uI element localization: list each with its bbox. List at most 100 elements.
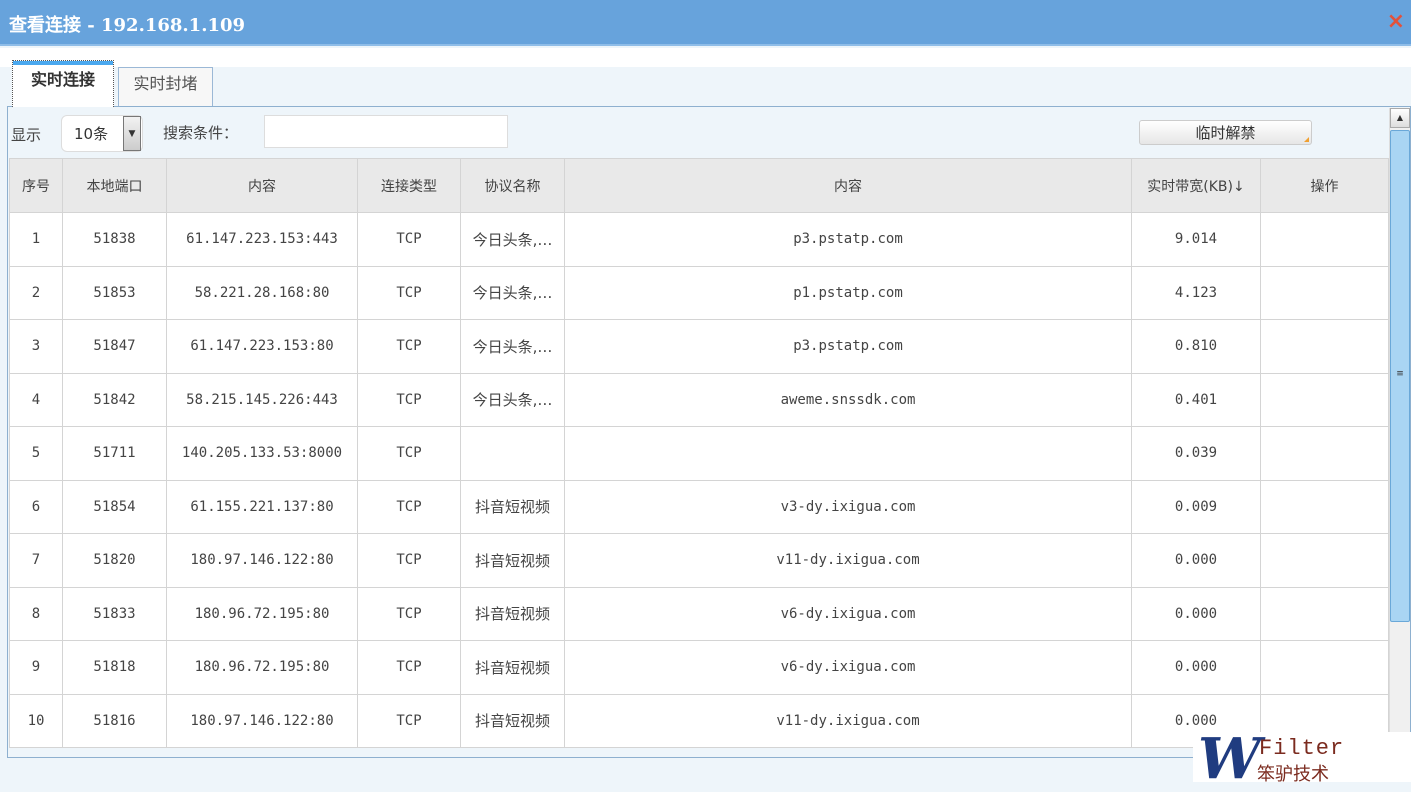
table-cell bbox=[1260, 426, 1389, 481]
table-cell: 61.155.221.137:80 bbox=[166, 479, 358, 534]
table-cell: TCP bbox=[357, 533, 461, 588]
table-cell: 4.123 bbox=[1131, 265, 1261, 320]
table-cell bbox=[1260, 265, 1389, 320]
table-row[interactable]: 3 51847 61.147.223.153:80 TCP 今日头条,… p3.pstat… bbox=[9, 319, 1389, 374]
tab-label: 实时连接 bbox=[30, 70, 95, 89]
temporary-unblock-button[interactable]: 临时解禁 bbox=[1139, 120, 1312, 145]
table-cell: v6-dy.ixigua.com bbox=[564, 586, 1132, 641]
table-cell: 0.000 bbox=[1131, 586, 1261, 641]
table-cell: 10 bbox=[9, 693, 63, 748]
table-row[interactable]: 1 51838 61.147.223.153:443 TCP 今日头条,… p3.psta… bbox=[9, 212, 1389, 267]
table-cell: 今日头条,… bbox=[460, 372, 565, 427]
table-cell: 2 bbox=[9, 265, 63, 320]
table-cell: 今日头条,… bbox=[460, 265, 565, 320]
table-row[interactable]: 4 51842 58.215.145.226:443 TCP 今日头条,… aweme.s… bbox=[9, 372, 1389, 427]
table-cell: 51833 bbox=[62, 586, 167, 641]
table-cell: 0.810 bbox=[1131, 319, 1261, 374]
table-cell: p1.pstatp.com bbox=[564, 265, 1132, 320]
table-cell: p3.pstatp.com bbox=[564, 212, 1132, 267]
table-cell: 180.96.72.195:80 bbox=[166, 586, 358, 641]
table-cell: TCP bbox=[357, 265, 461, 320]
table-cell: 抖音短视频 bbox=[460, 479, 565, 534]
column-header: 操作 bbox=[1260, 158, 1389, 213]
table-cell bbox=[460, 426, 565, 481]
connections-table: 序号 本地端口 内容 连接类型 协议名称 内容 实时带宽(KB)↓ 操作 1 51838 61.1… bbox=[9, 158, 1389, 748]
table-cell: 51818 bbox=[62, 640, 167, 695]
table-cell: TCP bbox=[357, 372, 461, 427]
table-cell: TCP bbox=[357, 640, 461, 695]
column-header: 内容 bbox=[564, 158, 1132, 213]
chevron-down-icon[interactable]: ▼ bbox=[123, 116, 141, 151]
page-size-value: 10条 bbox=[74, 125, 109, 143]
table-cell: 4 bbox=[9, 372, 63, 427]
column-header: 协议名称 bbox=[460, 158, 565, 213]
table-cell: 9.014 bbox=[1131, 212, 1261, 267]
table-cell bbox=[1260, 640, 1389, 695]
table-row[interactable]: 6 51854 61.155.221.137:80 TCP 抖音短视频 v3-dy.ixi… bbox=[9, 479, 1389, 534]
table-cell: 51854 bbox=[62, 479, 167, 534]
page-size-select[interactable]: 10条 ▼ bbox=[61, 115, 143, 152]
logo-brand: Filter bbox=[1259, 736, 1345, 761]
column-header: 内容 bbox=[166, 158, 358, 213]
table-cell: 180.96.72.195:80 bbox=[166, 640, 358, 695]
table-cell: 6 bbox=[9, 479, 63, 534]
table-cell: 7 bbox=[9, 533, 63, 588]
table-row[interactable]: 8 51833 180.96.72.195:80 TCP 抖音短视频 v6-dy.ixig… bbox=[9, 586, 1389, 641]
column-header: 序号 bbox=[9, 158, 63, 213]
table-cell: 51842 bbox=[62, 372, 167, 427]
table-cell: 61.147.223.153:80 bbox=[166, 319, 358, 374]
scroll-thumb[interactable]: ≡ bbox=[1390, 130, 1410, 622]
table-cell: 58.221.28.168:80 bbox=[166, 265, 358, 320]
table-cell: 今日头条,… bbox=[460, 319, 565, 374]
logo-cn: 笨驴技术 bbox=[1257, 764, 1329, 785]
table-row[interactable]: 2 51853 58.221.28.168:80 TCP 今日头条,… p1.pstatp… bbox=[9, 265, 1389, 320]
table-cell bbox=[1260, 586, 1389, 641]
table-row[interactable]: 7 51820 180.97.146.122:80 TCP 抖音短视频 v11-dy.ix… bbox=[9, 533, 1389, 588]
logo-letter: W bbox=[1198, 726, 1261, 792]
search-input[interactable] bbox=[264, 115, 508, 148]
table-cell: 51816 bbox=[62, 693, 167, 748]
table-cell: TCP bbox=[357, 586, 461, 641]
table-cell: 180.97.146.122:80 bbox=[166, 533, 358, 588]
table-cell bbox=[1260, 212, 1389, 267]
scroll-up-icon[interactable]: ▲ bbox=[1390, 108, 1410, 128]
table-cell: 8 bbox=[9, 586, 63, 641]
table-cell: 180.97.146.122:80 bbox=[166, 693, 358, 748]
table-cell: v3-dy.ixigua.com bbox=[564, 479, 1132, 534]
tab-realtime-blocking[interactable]: 实时封堵 bbox=[118, 67, 213, 107]
table-cell: 9 bbox=[9, 640, 63, 695]
table-cell bbox=[1260, 533, 1389, 588]
table-cell: TCP bbox=[357, 426, 461, 481]
table-cell: v11-dy.ixigua.com bbox=[564, 693, 1132, 748]
close-icon[interactable]: × bbox=[1386, 9, 1405, 34]
table-row[interactable]: 10 51816 180.97.146.122:80 TCP 抖音短视频 v11-dy.i… bbox=[9, 693, 1389, 748]
table-cell: 51847 bbox=[62, 319, 167, 374]
scrollbar[interactable]: ▲ ≡ bbox=[1389, 108, 1410, 748]
table-cell: 0.009 bbox=[1131, 479, 1261, 534]
search-label: 搜索条件： bbox=[163, 124, 239, 142]
table-cell: 0.000 bbox=[1131, 640, 1261, 695]
table-cell: TCP bbox=[357, 212, 461, 267]
table-cell: 抖音短视频 bbox=[460, 586, 565, 641]
tab-realtime-connections[interactable]: 实时连接 bbox=[12, 60, 114, 107]
table-cell bbox=[1260, 319, 1389, 374]
column-header: 连接类型 bbox=[357, 158, 461, 213]
table-cell: 140.205.133.53:8000 bbox=[166, 426, 358, 481]
table-row[interactable]: 9 51818 180.96.72.195:80 TCP 抖音短视频 v6-dy.ixig… bbox=[9, 640, 1389, 695]
watermark-logo: W Filter 笨驴技术 bbox=[1193, 726, 1411, 792]
table-cell: v6-dy.ixigua.com bbox=[564, 640, 1132, 695]
table-cell: p3.pstatp.com bbox=[564, 319, 1132, 374]
table-row[interactable]: 5 51711 140.205.133.53:8000 TCP 0.039 bbox=[9, 426, 1389, 481]
table-cell: v11-dy.ixigua.com bbox=[564, 533, 1132, 588]
table-cell: 51711 bbox=[62, 426, 167, 481]
table-cell bbox=[564, 426, 1132, 481]
table-cell bbox=[1260, 479, 1389, 534]
table-cell: TCP bbox=[357, 479, 461, 534]
table-cell: 58.215.145.226:443 bbox=[166, 372, 358, 427]
table-cell: 0.000 bbox=[1131, 533, 1261, 588]
table-cell: 抖音短视频 bbox=[460, 533, 565, 588]
table-cell: 0.401 bbox=[1131, 372, 1261, 427]
column-header[interactable]: 实时带宽(KB)↓ bbox=[1131, 158, 1261, 213]
table-cell: 抖音短视频 bbox=[460, 640, 565, 695]
table-cell: 0.039 bbox=[1131, 426, 1261, 481]
